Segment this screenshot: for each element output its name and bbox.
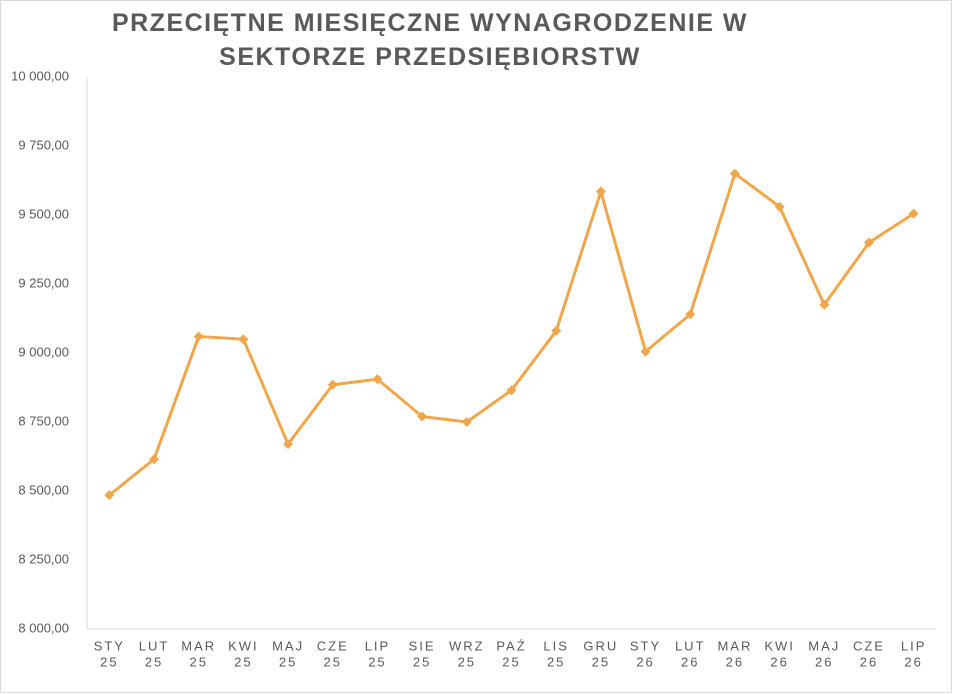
y-tick-label: 9 500,00: [18, 206, 69, 221]
marker: [819, 299, 830, 310]
x-tick-label: CZE: [317, 638, 349, 653]
y-tick-label: 8 000,00: [18, 620, 69, 635]
x-tick-label: 26: [770, 654, 788, 669]
x-tick-label: 25: [547, 654, 565, 669]
marker: [685, 309, 696, 320]
marker: [283, 439, 294, 450]
y-tick-label: 9 000,00: [18, 344, 69, 359]
x-tick-label: 25: [189, 654, 207, 669]
x-tick-label: WRZ: [449, 638, 485, 653]
y-tick-label: 9 750,00: [18, 137, 69, 152]
x-tick-label: 25: [324, 654, 342, 669]
x-tick-label: 26: [726, 654, 744, 669]
x-tick-label: 25: [279, 654, 297, 669]
x-tick-label: 25: [234, 654, 252, 669]
x-tick-label: 25: [458, 654, 476, 669]
x-tick-label: PAŹ: [496, 638, 526, 653]
x-tick-label: LIS: [543, 638, 569, 653]
x-tick-label: 26: [904, 654, 922, 669]
x-tick-label: LIP: [901, 638, 927, 653]
marker: [640, 346, 651, 357]
marker: [417, 411, 428, 422]
x-tick-label: 26: [636, 654, 654, 669]
marker: [372, 374, 383, 385]
x-tick-label: LUT: [675, 638, 706, 653]
x-tick-label: 26: [681, 654, 699, 669]
y-tick-label: 8 750,00: [18, 413, 69, 428]
marker: [506, 385, 517, 396]
x-tick-label: 26: [815, 654, 833, 669]
marker: [104, 490, 115, 501]
x-tick-label: CZE: [853, 638, 885, 653]
x-tick-label: 26: [860, 654, 878, 669]
marker: [149, 454, 160, 465]
marker: [461, 417, 472, 427]
marker: [193, 331, 204, 342]
x-tick-label: LIP: [365, 638, 391, 653]
marker: [863, 237, 874, 248]
marker: [238, 334, 249, 345]
x-tick-label: KWI: [764, 638, 795, 653]
x-tick-label: SIE: [409, 638, 436, 653]
x-tick-label: GRU: [583, 638, 618, 653]
x-tick-label: 25: [100, 654, 118, 669]
x-tick-label: MAR: [717, 638, 752, 653]
marker: [908, 208, 919, 219]
x-tick-label: STY: [94, 638, 125, 653]
chart-title: PRZECIĘTNE MIESIĘCZNE WYNAGRODZENIE W SE…: [111, 9, 749, 71]
x-tick-label: 25: [592, 654, 610, 669]
x-tick-label: LUT: [139, 638, 170, 653]
x-tick-label: MAJ: [808, 638, 840, 653]
marker: [551, 325, 562, 336]
marker: [595, 186, 606, 197]
x-tick-label: 25: [413, 654, 431, 669]
y-tick-label: 8 250,00: [18, 551, 69, 566]
x-tick-label: 25: [368, 654, 386, 669]
marker: [327, 379, 338, 390]
x-tick-label: 25: [145, 654, 163, 669]
marker: [729, 168, 740, 179]
y-tick-label: 10 000,00: [11, 68, 69, 83]
x-tick-label: KWI: [228, 638, 259, 653]
x-tick-label: MAJ: [272, 638, 304, 653]
marker: [774, 201, 785, 212]
x-tick-label: 25: [502, 654, 520, 669]
y-tick-label: 9 250,00: [18, 275, 69, 290]
x-tick-label: STY: [630, 638, 661, 653]
y-tick-label: 8 500,00: [18, 482, 69, 497]
x-tick-label: MAR: [181, 638, 216, 653]
